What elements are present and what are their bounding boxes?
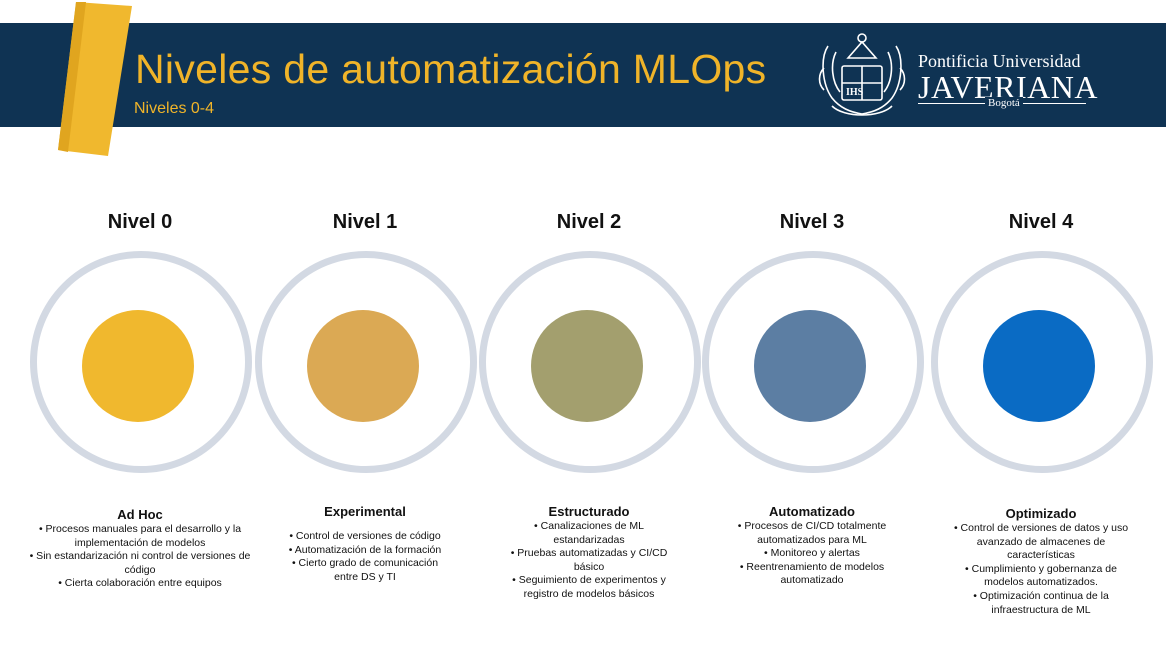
level-item: • Cierto grado de comunicación entre DS … [291,557,439,583]
logo-text-line3: Bogotá [985,97,1023,109]
level-item: • Cumplimiento y gobernanza de modelos a… [965,562,1117,589]
level-item: • Procesos de CI/CD totalmente automatiz… [737,520,887,546]
level-item: • Monitoreo y alertas [764,547,860,560]
level-name: Ad Hoc [117,507,163,522]
ribbon-decoration [58,2,132,156]
level-item: • Control de versiones de código [289,530,441,542]
level-item: • Sin estandarización ni control de vers… [29,550,251,576]
level-circle [531,310,643,422]
level-item: • Optimización continua de la infraestru… [973,589,1109,616]
level-circle [754,310,866,422]
level-description: Optimizado • Control de versiones de dat… [928,506,1154,617]
level-title: Nivel 4 [1008,211,1074,233]
logo-text-line1: Pontificia Universidad [918,51,1081,71]
level-name: Experimental [324,504,406,519]
level-name: Estructurado [548,504,630,519]
page-subtitle: Niveles 0-4 [134,100,215,117]
level-name: Optimizado [1005,506,1077,521]
level-title: Nivel 2 [556,211,622,233]
level-circle [307,310,419,422]
level-item: • Cierta colaboración entre equipos [58,577,222,590]
level-item: • Reentrenamiento de modelos automatizad… [739,560,885,587]
level-description: Experimental • Control de versiones de c… [252,504,478,584]
level-item: • Pruebas automatizadas y CI/CD básico [510,547,668,573]
level-title: Nivel 0 [107,211,173,233]
level-description: Automatizado • Procesos de CI/CD totalme… [699,504,925,588]
level-ring [479,251,701,473]
level-item: • Canalizaciones de ML estandarizadas [534,520,644,546]
svg-text:IHS: IHS [846,87,864,98]
level-circle [983,310,1095,422]
level-item: • Procesos manuales para el desarrollo y… [38,523,242,549]
level-ring [931,251,1153,473]
level-item: • Automatización de la formación [288,543,442,556]
level-description: Ad Hoc • Procesos manuales para el desar… [27,507,253,591]
page-title: Niveles de automatización MLOps [135,46,767,92]
level-item: • Seguimiento de experimentos y registro… [512,574,666,600]
level-title: Nivel 3 [779,211,845,233]
level-title: Nivel 1 [332,211,398,233]
level-description: Estructurado • Canalizaciones de ML esta… [476,504,702,602]
university-crest-icon: IHS [818,33,906,116]
header-bar [0,23,1166,127]
level-name: Automatizado [769,504,855,519]
level-circle [82,310,194,422]
level-item: • Control de versiones de datos y uso av… [953,522,1129,562]
